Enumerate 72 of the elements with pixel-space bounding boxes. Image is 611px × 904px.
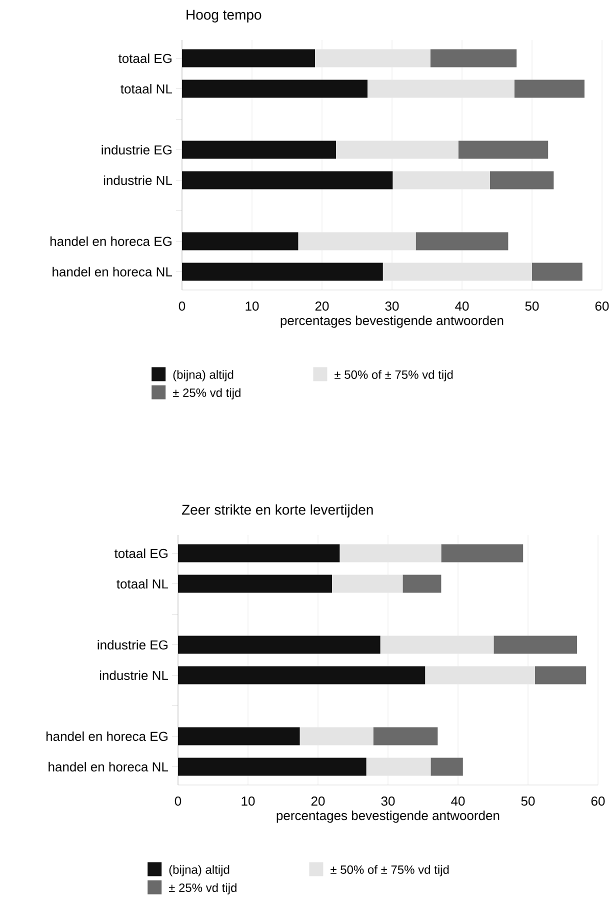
bar bbox=[373, 727, 438, 746]
bar bbox=[336, 140, 458, 159]
x-tick-label: 50 bbox=[521, 796, 535, 806]
x-tick-label: 10 bbox=[246, 302, 259, 311]
bar bbox=[535, 666, 586, 684]
bar bbox=[380, 636, 494, 654]
legend-label: ± 25% vd tijd bbox=[172, 388, 240, 400]
bar bbox=[490, 171, 554, 190]
y-tick-label: handel en horeca NL bbox=[52, 266, 172, 276]
bar bbox=[182, 262, 383, 281]
x-tick-label: 0 bbox=[174, 796, 182, 806]
legend-label: ± 25% vd tijd bbox=[168, 883, 236, 894]
bar bbox=[300, 727, 374, 746]
x-tick-label: 40 bbox=[451, 796, 465, 806]
bar bbox=[178, 727, 300, 746]
bar bbox=[416, 232, 508, 250]
legend-label: ± 50% of ± 75% vd tijd bbox=[330, 865, 449, 876]
bar bbox=[392, 171, 490, 190]
y-tick-label: totaal EG bbox=[118, 54, 172, 64]
x-axis-title: percentages bevestigende antwoorden bbox=[276, 810, 500, 823]
x-tick-label: 60 bbox=[591, 796, 605, 806]
bar bbox=[441, 544, 524, 562]
x-tick-label: 50 bbox=[525, 302, 539, 311]
y-tick-label: handel en horeca NL bbox=[48, 762, 168, 772]
bar bbox=[178, 574, 332, 593]
x-tick-label: 20 bbox=[315, 302, 329, 311]
bar bbox=[178, 758, 366, 776]
chart-title: Zeer strikte en korte levertijden bbox=[182, 504, 373, 518]
bar bbox=[178, 666, 426, 684]
bar bbox=[494, 636, 577, 654]
bar bbox=[332, 574, 403, 593]
y-tick-label: industrie EG bbox=[102, 144, 172, 155]
x-tick-label: 60 bbox=[595, 302, 609, 311]
bar bbox=[430, 49, 517, 68]
x-tick-label: 40 bbox=[455, 302, 469, 311]
bar bbox=[458, 140, 548, 159]
bar bbox=[182, 49, 315, 68]
bar bbox=[315, 49, 430, 68]
bar bbox=[178, 544, 340, 562]
x-tick-label: 20 bbox=[311, 796, 325, 806]
y-tick-label: industrie NL bbox=[100, 670, 168, 680]
bar bbox=[182, 140, 336, 159]
y-tick-label: totaal NL bbox=[116, 579, 168, 589]
bar bbox=[425, 666, 535, 684]
bar bbox=[368, 80, 514, 98]
bar bbox=[430, 758, 463, 776]
bar bbox=[366, 758, 431, 776]
chart-title: Hoog tempo bbox=[186, 10, 262, 22]
x-tick-label: 10 bbox=[242, 796, 255, 806]
y-tick-label: totaal EG bbox=[114, 548, 168, 558]
bar bbox=[182, 171, 393, 190]
bar bbox=[178, 636, 380, 654]
bar bbox=[182, 80, 368, 98]
x-tick-label: 30 bbox=[381, 796, 395, 806]
legend-label: ± 50% of ± 75% vd tijd bbox=[334, 370, 453, 382]
bar bbox=[402, 574, 442, 593]
x-axis-title: percentages bevestigende antwoorden bbox=[280, 316, 504, 328]
x-tick-label: 0 bbox=[178, 302, 186, 311]
bar bbox=[298, 232, 416, 250]
bar bbox=[382, 262, 532, 281]
legend-label: (bijna) altijd bbox=[173, 370, 234, 382]
y-tick-label: industrie NL bbox=[104, 175, 172, 186]
y-tick-label: handel en horeca EG bbox=[50, 236, 172, 246]
bar bbox=[532, 262, 582, 281]
bar bbox=[514, 80, 584, 98]
bar bbox=[340, 544, 442, 562]
bar bbox=[182, 232, 298, 250]
legend-label: (bijna) altijd bbox=[169, 865, 230, 876]
y-tick-label: totaal NL bbox=[120, 84, 172, 94]
x-tick-label: 30 bbox=[385, 302, 399, 311]
y-tick-label: handel en horeca EG bbox=[46, 731, 168, 741]
y-tick-label: industrie EG bbox=[98, 640, 168, 650]
